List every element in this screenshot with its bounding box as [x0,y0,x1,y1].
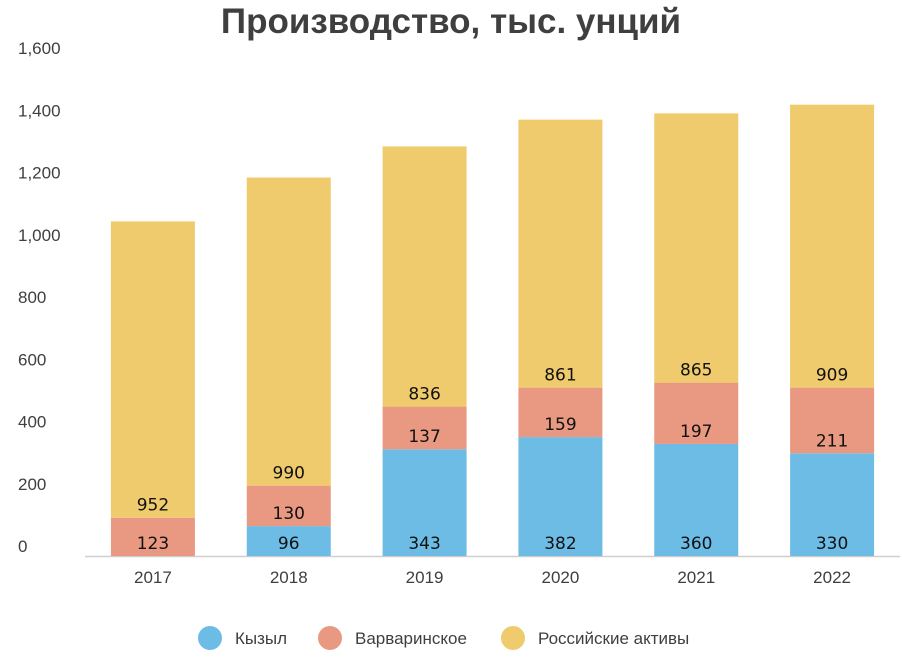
chart-title: Производство, тыс. унций [220,2,682,41]
data-label: 123 [137,534,169,554]
bar-segment [790,453,875,556]
data-label: 990 [273,464,305,484]
data-label: 952 [137,496,169,516]
bars: 123 952 96 130 990 343 137 836 382 159 861 360 197 86… [110,104,875,556]
bar-segment [382,146,467,407]
y-tick-label: 600 [18,350,46,369]
x-tick-label: 2020 [542,568,580,587]
data-label: 382 [544,534,576,554]
bar-segment [790,104,875,388]
bar-segment [110,221,195,518]
bar-segment [110,517,195,556]
legend-marker [501,626,525,650]
x-tick-label: 2021 [677,568,715,587]
data-label: 137 [408,427,440,447]
bar-segment [790,387,875,454]
data-label: 861 [544,366,576,386]
y-tick-label: 1,600 [18,39,61,58]
y-tick-label: 200 [18,475,46,494]
bar-segment [246,485,331,527]
legend-label: Российские активы [538,629,689,648]
data-label: 360 [680,534,712,554]
y-tick-label: 1,000 [18,226,61,245]
bar-segment [518,437,603,556]
data-label: 96 [278,534,300,554]
bar-segment [518,119,603,388]
x-tick-label: 2018 [270,568,308,587]
data-label: 197 [680,422,712,442]
y-tick-label: 1,200 [18,164,61,183]
bar-segment [246,526,331,556]
x-tick-label: 2022 [813,568,851,587]
data-label: 211 [816,431,848,451]
y-tick-label: 1,400 [18,101,61,120]
legend-marker [198,626,222,650]
bar-segment [382,406,467,450]
data-label: 909 [816,366,848,386]
y-axis-ticks: 0 200 400 600 800 1,000 1,200 1,400 1,600 [18,39,61,556]
x-axis-ticks: 2017 2018 2019 2020 2021 2022 [134,568,851,587]
legend-label: Варваринское [355,629,467,648]
bar-segment [246,177,331,486]
data-label: 130 [273,504,305,524]
data-label: 330 [816,534,848,554]
data-label: 159 [544,415,576,435]
legend-label: Кызыл [235,629,287,648]
x-tick-label: 2017 [134,568,172,587]
bar-segment [654,382,739,444]
legend-marker [318,626,342,650]
y-tick-label: 800 [18,288,46,307]
y-tick-label: 400 [18,413,46,432]
bar-segment [518,387,603,438]
bar-segment [382,449,467,556]
data-label: 343 [408,534,440,554]
legend: Кызыл Варваринское Российские активы [198,626,689,650]
data-label: 836 [408,385,440,405]
x-tick-label: 2019 [406,568,444,587]
bar-segment [654,443,739,556]
data-label: 865 [680,361,712,381]
bar-segment [654,113,739,383]
y-tick-label: 0 [18,537,27,556]
